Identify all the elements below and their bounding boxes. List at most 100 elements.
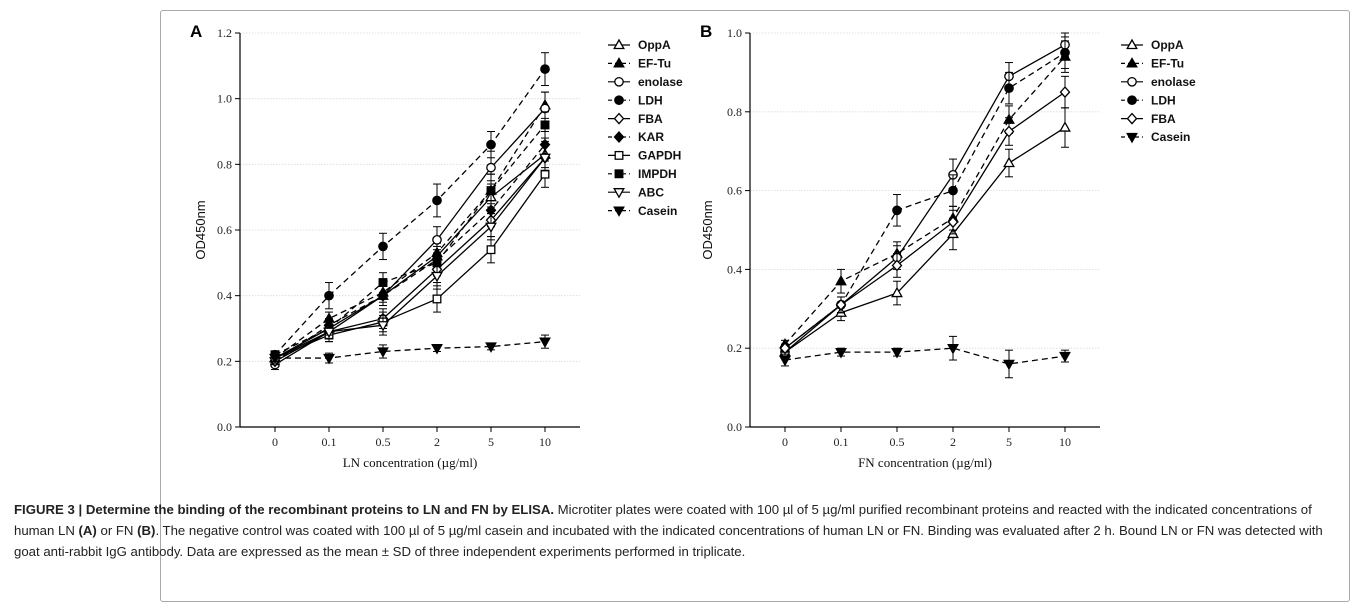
panel-a-label: A <box>190 22 202 41</box>
panel-b-legend-item-oppa: OppA <box>1121 38 1184 52</box>
panel-b-y-tick-label: 0.2 <box>727 341 742 355</box>
panel-a-legend-marker <box>614 150 624 160</box>
panel-b-point-casein <box>779 355 791 367</box>
panel-b-legend-item-enolase: enolase <box>1121 75 1196 89</box>
panel-a-legend-label: GAPDH <box>638 149 681 163</box>
panel-a-y-tick-label: 0.0 <box>217 420 232 434</box>
panel-b-y-tick-label: 0.4 <box>727 262 742 276</box>
panel-a-x-tick-label: 0.5 <box>376 435 391 449</box>
panel-b-legend-marker <box>1127 76 1137 87</box>
panel-b-x-tick-label: 5 <box>1006 435 1012 449</box>
panel-b-point-oppa <box>891 286 903 298</box>
panel-a-point-casein <box>269 353 281 365</box>
panel-b-series-ef-tu <box>779 40 1071 349</box>
panel-a-series-casein <box>269 334 551 365</box>
panel-a-series-abc <box>269 144 551 368</box>
panel-b-x-tick-label: 0.1 <box>834 435 849 449</box>
panel-b-legend-item-ef-tu: EF-Tu <box>1121 57 1184 71</box>
panel-a-legend-label: LDH <box>638 93 663 107</box>
panel-a-y-tick-label: 0.4 <box>217 289 232 303</box>
panel-a-line-gapdh <box>274 173 546 359</box>
panel-b-point-fba <box>1059 86 1071 99</box>
figure-canvas: A 0.0 0.2 0.4 0.6 0.8 1.0 1.2 0 0.1 0.5 2 5 10 LN conc… <box>190 22 1196 470</box>
panel-b-series-casein <box>779 335 1071 379</box>
panel-b-legend-marker <box>1126 132 1138 144</box>
panel-a-x-tick-label: 10 <box>539 435 551 449</box>
panel-b-point-casein <box>1003 359 1015 371</box>
panel-a-legend-item-ef-tu: EF-Tu <box>608 57 671 71</box>
panel-a-series-ldh <box>270 52 550 360</box>
panel-a-series-kar <box>269 131 551 368</box>
panel-b-y-tick-label: 0.8 <box>727 105 742 119</box>
panel-a-point-gapdh <box>540 169 550 179</box>
panel-a-point-casein <box>431 344 443 355</box>
panel-b-point-ldh <box>1060 47 1070 58</box>
figure-caption: FIGURE 3 | Determine the binding of the … <box>14 499 1344 562</box>
panel-a-legend-label: Casein <box>638 204 677 218</box>
panel-b-point-casein <box>947 344 959 355</box>
panel-a-line-enolase <box>274 108 546 366</box>
panel-a-legend-item-oppa: OppA <box>608 38 671 52</box>
panel-a-legend-item-gapdh: GAPDH <box>608 149 681 163</box>
panel-b-point-fba <box>1003 125 1015 138</box>
panel-b-point-ldh <box>1004 83 1014 94</box>
caption-text-3: . The negative control was coated with 1… <box>14 523 1323 559</box>
panel-a-legend-label: enolase <box>638 75 683 89</box>
panel-a-x-tick-label: 2 <box>434 435 440 449</box>
panel-a-legend-label: ABC <box>638 185 664 199</box>
panel-b-line-ldh <box>784 52 1066 349</box>
panel-a-legend-item-fba: FBA <box>608 112 663 126</box>
panel-a-line-impdh <box>274 124 546 356</box>
panel-a-x-tick-label: 0 <box>272 435 278 449</box>
panel-a-series-oppa <box>269 140 551 363</box>
panel-a-legend-label: IMPDH <box>638 167 677 181</box>
panel-b-x-tick-label: 0 <box>782 435 788 449</box>
panel-a-legend-marker <box>614 169 624 179</box>
panel-a-y-tick-label: 1.0 <box>217 92 232 106</box>
panel-a-point-enolase <box>486 162 496 173</box>
panel-a-point-impdh <box>378 278 388 287</box>
panel-b-point-casein <box>1059 351 1071 363</box>
panel-a-legend-item-enolase: enolase <box>608 75 683 89</box>
panel-b-point-oppa <box>1059 121 1071 132</box>
panel-b-legend-label: enolase <box>1151 75 1196 89</box>
panel-b-legend-label: OppA <box>1151 38 1184 52</box>
panel-b-y-axis-title: OD450nm <box>700 200 715 259</box>
panel-b-x-axis-title: FN concentration (µg/ml) <box>858 455 992 470</box>
panel-a-point-abc <box>323 327 335 339</box>
panel-b-chart: B 0.0 0.2 0.4 0.6 0.8 1.0 0 0.1 0.5 2 5 10 FN concent… <box>700 22 1196 470</box>
panel-a-y-tick-label: 0.8 <box>217 157 232 171</box>
panel-b-point-fba <box>947 216 959 229</box>
panel-a-point-ldh <box>324 290 334 301</box>
caption-frame <box>160 10 1350 602</box>
panel-b-line-enolase <box>784 44 1066 353</box>
panel-a-x-tick-label: 0.1 <box>322 435 337 449</box>
panel-b-legend-marker <box>1126 112 1138 125</box>
panel-a-legend-marker <box>614 76 624 87</box>
panel-a-point-casein <box>377 347 389 358</box>
panel-a-line-ef-tu <box>274 104 546 359</box>
panel-a-legend-item-impdh: IMPDH <box>608 167 677 181</box>
caption-lead: FIGURE 3 | Determine the binding of the … <box>14 502 555 517</box>
panel-a-point-gapdh <box>432 294 442 304</box>
panel-b-line-oppa <box>784 127 1066 353</box>
panel-a-line-abc <box>274 157 546 362</box>
panel-b-series-fba <box>779 75 1071 355</box>
panel-b-line-casein <box>784 347 1066 365</box>
panel-a-y-tick-label: 0.6 <box>217 223 232 237</box>
panel-a-legend-marker <box>613 112 625 125</box>
panel-a-line-kar <box>274 144 546 362</box>
panel-a-point-ldh <box>432 195 442 206</box>
panel-b-point-fba <box>891 259 903 272</box>
panel-b-x-tick-label: 2 <box>950 435 956 449</box>
panel-a-point-gapdh <box>486 245 496 255</box>
panel-a-point-casein <box>323 353 335 365</box>
panel-a-series-fba <box>269 144 551 365</box>
panel-b-point-ef-tu <box>835 274 847 286</box>
panel-a-legend-item-ldh: LDH <box>608 93 663 107</box>
panel-a-point-casein <box>485 342 497 353</box>
panel-b-point-oppa <box>1003 156 1015 168</box>
panel-b-y-tick-label: 0.6 <box>727 184 742 198</box>
panel-a-legend-label: OppA <box>638 38 671 52</box>
panel-a-point-impdh <box>540 120 550 130</box>
